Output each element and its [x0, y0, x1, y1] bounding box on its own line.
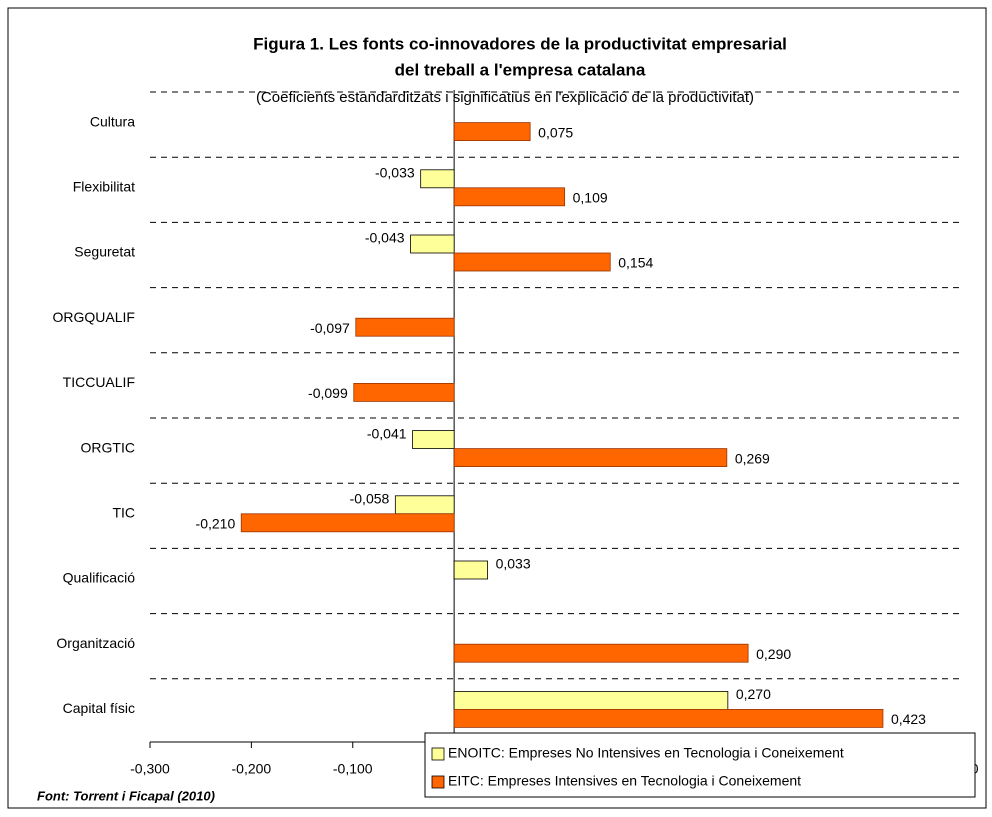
y-tick-label: ORGQUALIF — [53, 309, 135, 325]
y-tick-label: Capital físic — [63, 700, 135, 716]
value-label: 0,154 — [618, 255, 653, 271]
y-tick-label: TIC — [112, 505, 135, 521]
bar — [412, 430, 455, 450]
x-tick-label: -0,100 — [333, 761, 373, 777]
bar — [394, 495, 455, 515]
bar — [453, 691, 729, 710]
legend-swatch — [431, 747, 445, 761]
y-tick-label: Qualificació — [63, 570, 136, 586]
value-label: -0,097 — [310, 320, 350, 336]
value-label: 0,423 — [891, 711, 926, 727]
legend-label: EITC: Empreses Intensives en Tecnologia … — [448, 773, 801, 789]
x-tick-label: -0,200 — [232, 761, 272, 777]
bar — [353, 382, 455, 402]
value-label: -0,043 — [365, 230, 405, 246]
bar — [355, 317, 455, 337]
value-label: 0,269 — [735, 450, 770, 466]
value-label: -0,033 — [375, 165, 415, 181]
bar — [453, 643, 749, 663]
chart-title: Figura 1. Les fonts co-innovadores de la… — [253, 34, 787, 53]
y-tick-label: ORGTIC — [81, 439, 135, 455]
value-label: -0,210 — [196, 516, 236, 532]
bar — [420, 169, 455, 189]
bar — [453, 448, 728, 468]
legend-swatch — [431, 775, 445, 789]
value-label: -0,041 — [367, 425, 407, 441]
x-tick-label: -0,300 — [130, 761, 170, 777]
value-label: -0,058 — [350, 491, 390, 507]
value-label: 0,033 — [496, 556, 531, 572]
y-tick-label: Organització — [56, 635, 135, 651]
value-label: 0,290 — [756, 646, 791, 662]
y-tick-label: Seguretat — [74, 244, 135, 260]
y-tick-label: Flexibilitat — [73, 179, 135, 195]
legend — [424, 732, 976, 798]
y-tick-label: Cultura — [90, 113, 135, 129]
value-label: 0,075 — [538, 124, 573, 140]
y-tick-label: TICCUALIF — [63, 374, 135, 390]
bar — [453, 122, 531, 141]
bar — [453, 252, 611, 272]
bar — [453, 709, 884, 728]
legend-label: ENOITC: Empreses No Intensives en Tecnol… — [448, 745, 844, 761]
frame — [7, 7, 987, 809]
bar — [410, 234, 455, 254]
value-label: 0,270 — [736, 686, 771, 702]
value-label: -0,099 — [308, 385, 348, 401]
bar — [453, 187, 566, 207]
chart-subtitle: (Coeficients estandarditzats i significa… — [256, 89, 754, 106]
value-label: 0,109 — [573, 190, 608, 206]
bar — [453, 560, 488, 580]
source: Font: Torrent i Ficapal (2010) — [37, 788, 215, 803]
chart-title: del treball a l'empresa catalana — [395, 60, 646, 79]
bar — [240, 513, 455, 533]
